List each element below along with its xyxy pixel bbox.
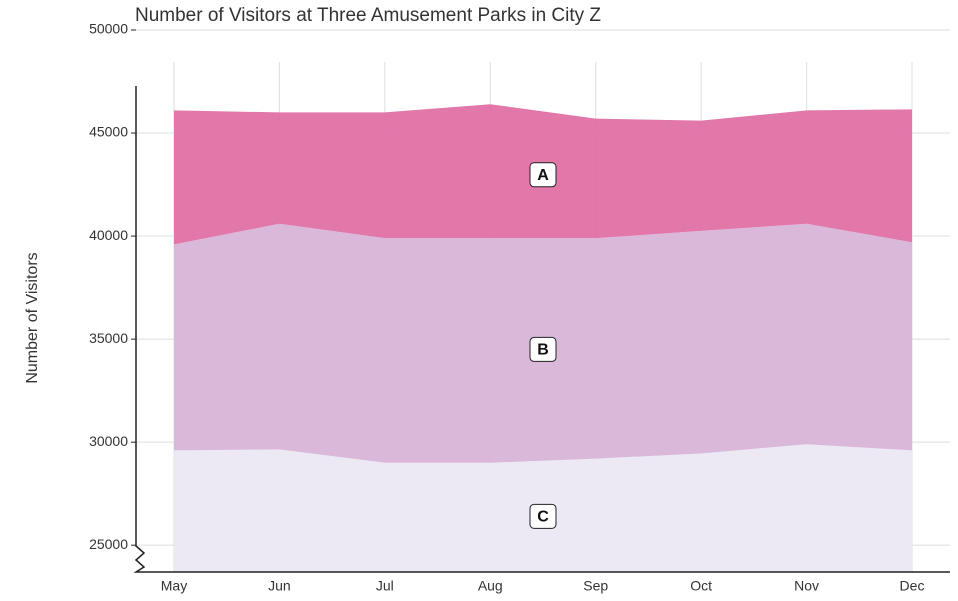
y-tick-label: 30000 [89,433,128,449]
label-box [529,162,557,188]
label-box [529,503,557,529]
x-tick-label: Dec [900,578,925,594]
series-label: C [537,509,549,526]
series-label: A [537,167,549,184]
series-label: B [537,342,549,359]
label-box [529,336,557,362]
axis-line [133,86,950,573]
y-axis-label: Number of Visitors [24,252,41,383]
x-tick-label: Aug [478,578,503,594]
y-tick-label: 35000 [89,330,128,346]
y-tick-label: 40000 [89,227,128,243]
y-tick-label: 45000 [89,124,128,140]
y-tick-label: 50000 [89,21,128,37]
x-tick-label: Nov [794,578,819,594]
x-tick-label: Jul [376,578,394,594]
chart-title: Number of Visitors at Three Amusement Pa… [135,5,601,26]
x-tick-label: Oct [690,578,712,594]
y-tick-label: 25000 [89,536,128,552]
x-tick-label: Sep [583,578,608,594]
x-tick-label: May [161,578,187,594]
x-tick-label: Jun [268,578,291,594]
